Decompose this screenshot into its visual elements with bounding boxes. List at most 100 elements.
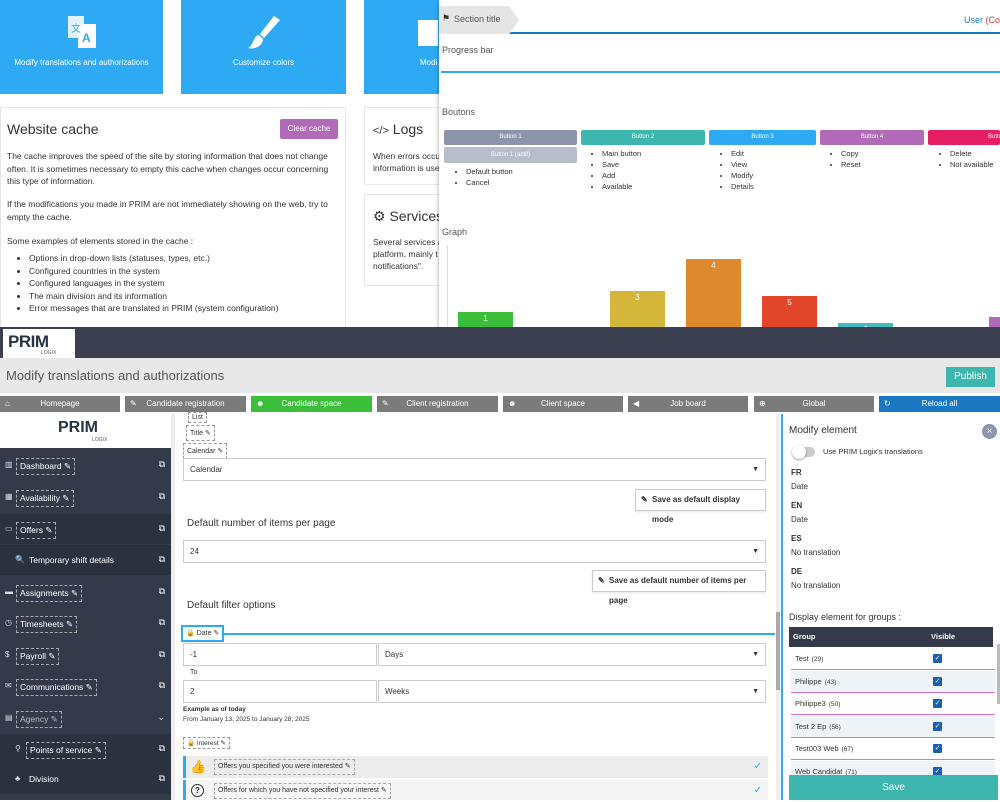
sidebar-label: Assignments ✎ — [16, 585, 83, 602]
panel-scrollbar[interactable] — [997, 644, 1000, 704]
sidebar-item-communications[interactable]: ✉ Communications ✎ ⧉ — [0, 671, 171, 701]
sidebar-label-text: Availability — [20, 493, 61, 503]
sidebar-item-agency[interactable]: ▤ Agency ✎ ⌄ — [0, 703, 171, 733]
sidebar-label-text: Offers — [20, 525, 43, 535]
services-text: notifications". — [373, 261, 424, 271]
services-card: ⚙ Services Several services a platform, … — [364, 194, 444, 286]
items-per-page-select[interactable]: 24 ▼ — [183, 540, 766, 563]
app-logo[interactable]: PRIM LOGIX — [3, 329, 75, 358]
external-link-icon[interactable]: ⧉ — [158, 649, 165, 659]
list-item: Edit — [731, 148, 754, 159]
sidebar-item-division[interactable]: ♣ Division ⧉ — [0, 764, 171, 794]
external-link-icon[interactable]: ⧉ — [158, 554, 165, 564]
main-scrollbar[interactable] — [776, 414, 780, 800]
external-link-icon[interactable]: ⧉ — [158, 617, 165, 627]
tag-interest[interactable]: 🔒 Interest ✎ — [183, 737, 230, 749]
translations-toggle[interactable] — [792, 445, 815, 459]
group-count: (43) — [824, 678, 837, 686]
external-link-icon[interactable]: ⧉ — [158, 743, 165, 753]
interest-option-1[interactable]: 👍 Offers you specified you were interest… — [183, 756, 768, 778]
to-unit-select[interactable]: Weeks ▼ — [378, 680, 766, 703]
visible-checkbox[interactable]: ✓ — [933, 699, 942, 708]
clear-cache-button[interactable]: Clear cache — [280, 119, 338, 139]
nav-tab-global[interactable]: ⊕ Global — [754, 396, 874, 412]
demo-button-2[interactable]: Button 2 — [581, 130, 705, 145]
tag-list[interactable]: List — [188, 412, 207, 423]
sidebar-scrollbar[interactable] — [171, 414, 175, 800]
save-items-button[interactable]: ✎ Save as default number of items per pag… — [592, 570, 766, 605]
sidebar-item-payroll[interactable]: $ Payroll ✎ ⧉ — [0, 640, 171, 670]
to-value-input[interactable]: 2 — [183, 680, 377, 703]
tile-colors[interactable]: Customize colors — [181, 0, 346, 94]
group-count: (29) — [811, 656, 824, 663]
sidebar-logo: PRIM LOGIX — [0, 414, 171, 448]
nav-tab-client-space[interactable]: ☻ Client space — [503, 396, 623, 412]
list-item: Default button — [466, 166, 513, 177]
from-unit-select[interactable]: Days ▼ — [378, 643, 766, 666]
demo-button-1-active[interactable]: Button 1 (actif) — [444, 147, 577, 163]
external-link-icon[interactable]: ⧉ — [158, 459, 165, 469]
demo-button-3[interactable]: Button 3 — [709, 130, 816, 145]
save-button[interactable]: Save — [789, 775, 998, 800]
sidebar-item-points-of-service[interactable]: ⚲ Points of service ✎ ⧉ — [0, 734, 171, 764]
demo-button-1[interactable]: Button 1 — [444, 130, 577, 145]
visible-checkbox[interactable]: ✓ — [933, 766, 942, 776]
user-name: User — [964, 15, 984, 25]
nav-tab-candidate-space[interactable]: ☻ Candidate space — [251, 396, 372, 412]
scroll-thumb[interactable] — [776, 612, 780, 690]
demo-button-5[interactable]: Butto — [928, 130, 1000, 145]
interest-option-2[interactable]: ? Offers for which you have not specifie… — [183, 780, 768, 800]
groups-table-header: Group Visible — [789, 627, 993, 647]
sidebar-item-dashboard[interactable]: ▥ Dashboard ✎ ⧉ — [0, 450, 171, 480]
demo-button-4[interactable]: Button 4 — [820, 130, 924, 145]
button-label: Save as default number of items per page — [609, 576, 747, 605]
pencil-icon: ✎ — [63, 619, 74, 629]
nav-tab-client-registration[interactable]: ✎ Client registration — [377, 396, 498, 412]
nav-label: Candidate registration — [146, 399, 225, 408]
sidebar-item-assignments[interactable]: ▬ Assignments ✎ ⧉ — [0, 577, 171, 607]
close-icon[interactable]: × — [982, 424, 997, 439]
external-link-icon[interactable]: ⧉ — [158, 680, 165, 690]
chevron-down-icon[interactable]: ⌄ — [157, 712, 165, 722]
nav-icon: ↻ — [884, 399, 891, 408]
app-topbar: PRIM LOGIX — [0, 327, 1000, 358]
button-list-1: Default buttonCancel — [466, 166, 513, 188]
nav-tab-candidate-registration[interactable]: ✎ Candidate registration — [125, 396, 246, 412]
nav-tab-reload-all[interactable]: ↻ Reload all — [879, 396, 1000, 412]
sidebar-label-text: Agency — [20, 714, 49, 724]
visible-checkbox[interactable]: ✓ — [933, 654, 942, 663]
sidebar-label: Availability ✎ — [16, 490, 74, 507]
tile-modify[interactable]: Modi — [364, 0, 444, 94]
nav-tab-job-board[interactable]: ◀ Job board — [628, 396, 748, 412]
nav-tab-homepage[interactable]: ⌂ Homepage — [0, 396, 120, 412]
save-icon: ✎ — [641, 495, 648, 504]
cache-list: Options in drop-down lists (statuses, ty… — [29, 252, 359, 315]
example-label: Example as of today — [183, 706, 246, 713]
tag-calendar[interactable]: Calendar ✎ — [183, 443, 228, 459]
from-value-input[interactable]: -1 — [183, 643, 377, 666]
buttons-label: Boutons — [442, 107, 476, 117]
visible-checkbox[interactable]: ✓ — [933, 676, 942, 686]
external-link-icon[interactable]: ⧉ — [158, 773, 165, 783]
tag-date[interactable]: 🔒 Date ✎ — [181, 625, 225, 642]
tag-calendar-text: Calendar — [187, 448, 216, 455]
external-link-icon[interactable]: ⧉ — [158, 586, 165, 596]
sidebar-item-availability[interactable]: ▦ Availability ✎ ⧉ — [0, 482, 171, 512]
visible-checkbox[interactable]: ✓ — [933, 721, 942, 731]
list-item: Copy — [841, 148, 861, 159]
display-mode-select[interactable]: Calendar ▼ — [183, 458, 766, 481]
nav-label: Client space — [540, 399, 586, 408]
group-row: Philippe (43) ✓ — [791, 670, 995, 693]
sidebar-item-offers[interactable]: ▭ Offers ✎ ⧉ — [0, 514, 171, 544]
thumbs-up-icon: 👍 — [190, 759, 207, 774]
sidebar-item-temporary-shift-details[interactable]: 🔍 Temporary shift details ⧉ — [0, 545, 171, 575]
sidebar-item-timesheets[interactable]: ◷ Timesheets ✎ ⧉ — [0, 608, 171, 638]
visible-checkbox[interactable]: ✓ — [933, 744, 942, 753]
external-link-icon[interactable]: ⧉ — [158, 491, 165, 501]
list-item: Not available — [950, 159, 993, 170]
publish-button[interactable]: Publish — [946, 367, 995, 387]
external-link-icon[interactable]: ⧉ — [158, 523, 165, 533]
tag-title[interactable]: Title ✎ — [186, 425, 215, 441]
save-display-button[interactable]: ✎ Save as default display mode — [635, 489, 766, 524]
